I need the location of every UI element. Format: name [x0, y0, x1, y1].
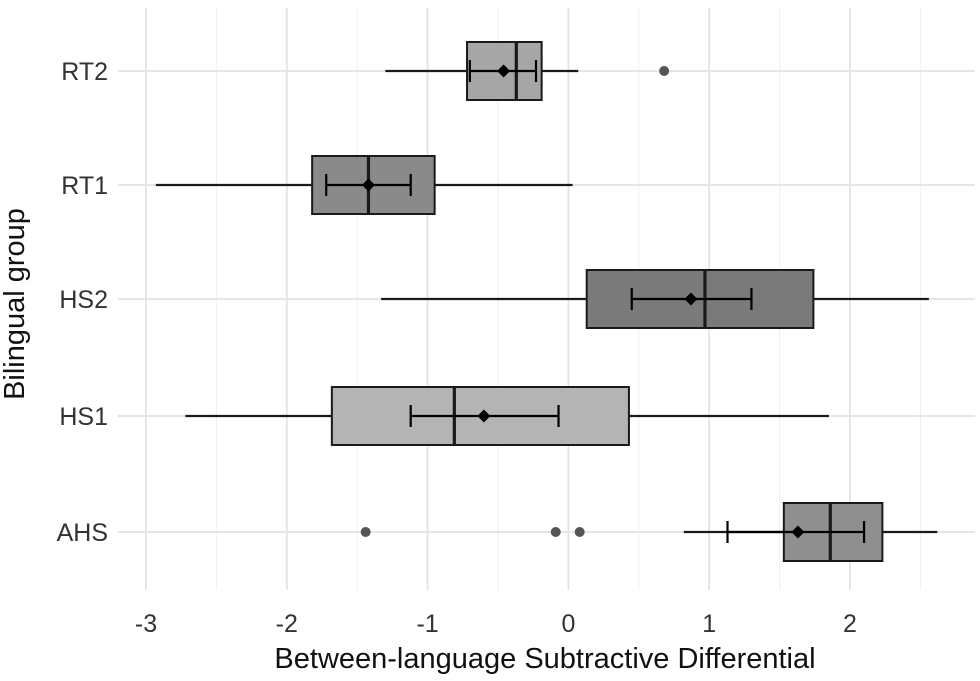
- y-tick-label: RT2: [61, 58, 108, 86]
- x-axis-ticks: -3 -2 -1 0 1 2: [135, 610, 857, 638]
- mean-marker: [477, 409, 491, 423]
- y-axis-title: Bilingual group: [0, 208, 31, 400]
- y-tick-label: HS1: [59, 403, 108, 431]
- box-rt1: [155, 155, 573, 215]
- boxes: [155, 41, 938, 562]
- x-axis-title: Between-language Subtractive Differentia…: [274, 643, 815, 675]
- y-axis-ticks: RT2 RT1 HS2 HS1 AHS: [57, 58, 108, 547]
- mean-marker: [791, 525, 805, 539]
- outlier-point: [574, 527, 585, 537]
- box-hs1: [185, 386, 829, 446]
- outlier-point: [360, 527, 371, 537]
- x-tick-label: -1: [416, 610, 438, 638]
- x-tick-label: 1: [702, 610, 716, 638]
- y-tick-label: AHS: [57, 519, 108, 547]
- mean-marker: [497, 64, 511, 78]
- x-tick-label: 2: [843, 610, 857, 638]
- outlier-point: [659, 66, 670, 76]
- x-tick-label: -3: [135, 610, 157, 638]
- mean-marker: [684, 292, 698, 306]
- mean-marker: [361, 178, 375, 192]
- outlier-point: [550, 527, 561, 537]
- x-tick-label: 0: [561, 610, 575, 638]
- box-ahs: [360, 502, 938, 562]
- y-tick-label: HS2: [59, 286, 108, 314]
- x-tick-label: -2: [276, 610, 298, 638]
- box-rt2: [385, 41, 670, 101]
- y-tick-label: RT1: [61, 172, 108, 200]
- box-hs2: [381, 269, 929, 329]
